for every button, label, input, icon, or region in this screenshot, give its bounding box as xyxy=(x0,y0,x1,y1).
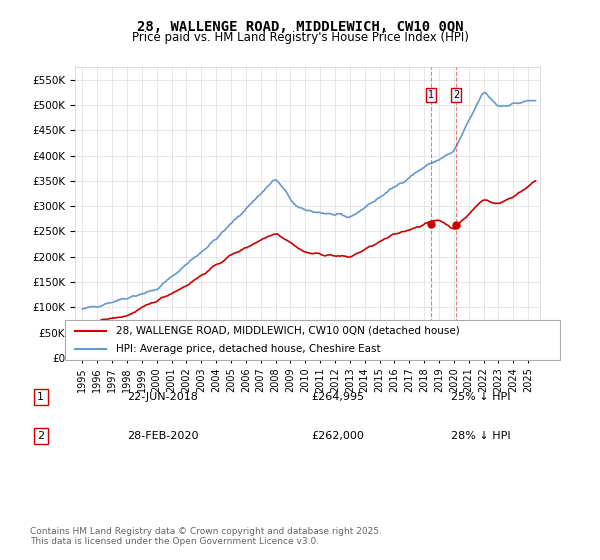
Text: 28, WALLENGE ROAD, MIDDLEWICH, CW10 0QN (detached house): 28, WALLENGE ROAD, MIDDLEWICH, CW10 0QN … xyxy=(116,326,460,336)
Text: Price paid vs. HM Land Registry's House Price Index (HPI): Price paid vs. HM Land Registry's House … xyxy=(131,31,469,44)
Text: 28-FEB-2020: 28-FEB-2020 xyxy=(127,431,199,441)
FancyBboxPatch shape xyxy=(65,320,560,361)
Text: Contains HM Land Registry data © Crown copyright and database right 2025.
This d: Contains HM Land Registry data © Crown c… xyxy=(30,526,382,546)
Text: 28, WALLENGE ROAD, MIDDLEWICH, CW10 0QN: 28, WALLENGE ROAD, MIDDLEWICH, CW10 0QN xyxy=(137,20,463,34)
Text: 2: 2 xyxy=(453,90,460,100)
Text: 28% ↓ HPI: 28% ↓ HPI xyxy=(451,431,511,441)
Text: 2: 2 xyxy=(37,431,44,441)
Text: 25% ↓ HPI: 25% ↓ HPI xyxy=(451,392,511,402)
Text: £262,000: £262,000 xyxy=(311,431,364,441)
Text: 1: 1 xyxy=(428,90,434,100)
Text: £264,995: £264,995 xyxy=(311,392,364,402)
Text: HPI: Average price, detached house, Cheshire East: HPI: Average price, detached house, Ches… xyxy=(116,344,381,354)
Text: 22-JUN-2018: 22-JUN-2018 xyxy=(127,392,198,402)
Text: 1: 1 xyxy=(37,392,44,402)
